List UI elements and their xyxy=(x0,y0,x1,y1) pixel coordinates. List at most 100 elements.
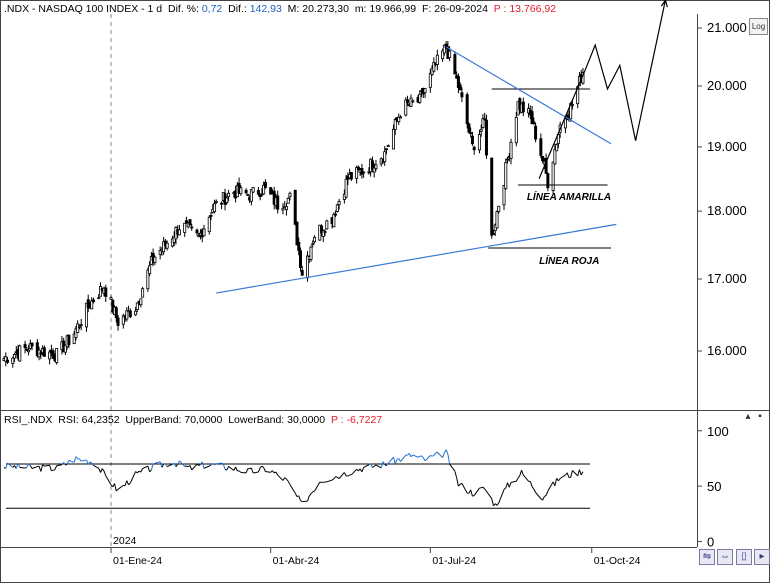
price-tick-label: 17.000 xyxy=(707,271,747,286)
rsi-segment xyxy=(287,480,291,485)
candle-body xyxy=(51,350,55,359)
candle-body xyxy=(195,229,199,234)
candle-body xyxy=(349,172,353,180)
candle-body xyxy=(74,328,78,339)
candle-body xyxy=(42,347,46,357)
candle-body xyxy=(521,101,525,113)
candle-body xyxy=(165,242,169,249)
candle-body xyxy=(418,93,422,103)
rsi-segment xyxy=(124,480,128,486)
layout-icon[interactable]: ▯ xyxy=(736,549,752,565)
log-scale-button[interactable]: Log xyxy=(749,18,768,35)
rsi-segment xyxy=(128,482,131,486)
candle-body xyxy=(456,76,460,88)
rsi-segment xyxy=(343,472,347,477)
rsi-segment xyxy=(136,470,140,474)
candle-body xyxy=(184,220,188,224)
rsi-segment xyxy=(559,474,566,479)
rsi-segment xyxy=(150,463,154,471)
candle-body xyxy=(467,123,471,133)
low-label: m: 19.966,99 xyxy=(354,3,417,15)
rsi-segment xyxy=(154,461,161,464)
rsi-segment xyxy=(472,495,475,497)
rsi-segment xyxy=(410,454,414,458)
rsi-segment xyxy=(44,464,50,467)
rsi-segment xyxy=(257,467,261,473)
zoom-in-icon[interactable]: ⇔ xyxy=(717,549,733,565)
price-tick-label: 18.000 xyxy=(707,203,747,218)
price-label: P : 13.766,92 xyxy=(493,3,557,15)
rsi-segment xyxy=(216,462,222,465)
rsi-segment xyxy=(221,462,224,465)
rsi-segment xyxy=(361,467,365,473)
rsi-segment xyxy=(186,465,189,468)
rsi-segment xyxy=(557,478,561,482)
rsi-segment xyxy=(159,461,163,468)
rsi-segment xyxy=(289,484,296,494)
rsi-segment xyxy=(89,461,92,464)
rsi-segment xyxy=(382,461,386,465)
rsi-segment xyxy=(275,471,279,476)
rsi-segment xyxy=(228,466,235,471)
rsi-segment xyxy=(473,487,480,496)
rsi-segment xyxy=(238,470,242,473)
candle-body xyxy=(428,73,432,88)
candle-body xyxy=(553,148,557,165)
rsi-segment xyxy=(81,459,87,462)
candle-body xyxy=(383,151,387,162)
rsi-segment xyxy=(161,464,165,468)
rsi-segment xyxy=(209,464,212,467)
zoom-out-icon[interactable]: ⇋ xyxy=(699,549,715,565)
candle-body xyxy=(541,155,545,162)
candle-body xyxy=(293,189,297,225)
rsi-segment xyxy=(49,465,52,471)
candle-body xyxy=(399,116,403,119)
candle-body xyxy=(497,205,501,212)
candle-body xyxy=(404,99,408,116)
rsi-segment xyxy=(75,456,79,460)
candle-body xyxy=(249,189,253,202)
candle-body xyxy=(432,62,436,72)
rsi-segment xyxy=(392,457,396,464)
pan-icon[interactable]: ▸ xyxy=(754,549,770,565)
candle-body xyxy=(483,118,487,121)
candle-body xyxy=(139,298,143,306)
candle-body xyxy=(406,99,410,104)
candle-body xyxy=(183,222,187,233)
candle-body xyxy=(30,342,34,347)
candle-body xyxy=(372,167,376,173)
rsi-segment xyxy=(577,469,580,477)
rsi-segment xyxy=(400,454,407,462)
rsi-segment xyxy=(515,477,519,482)
rsi-segment xyxy=(117,484,124,490)
rsi-segment xyxy=(259,465,263,469)
candle-body xyxy=(262,184,266,195)
rsi-segment xyxy=(29,465,33,469)
rsi-value: RSI: 64,2352 xyxy=(58,414,120,426)
rsi-segment xyxy=(347,474,350,477)
candle-body xyxy=(435,54,439,65)
candle-body xyxy=(197,235,201,238)
rsi-segment xyxy=(572,470,579,477)
rsi-segment xyxy=(544,495,547,497)
minimize-icon[interactable]: ▴ xyxy=(745,411,751,422)
rsi-segment xyxy=(5,462,8,469)
rsi-segment xyxy=(421,455,424,459)
candle-body xyxy=(444,43,448,49)
rsi-segment xyxy=(149,469,152,473)
candle-body xyxy=(477,134,481,151)
rsi-segment xyxy=(203,465,210,469)
rsi-segment xyxy=(433,452,437,456)
rsi-header: RSI_.NDX RSI: 64,2352 UpperBand: 70,0000… xyxy=(4,414,382,426)
rsi-segment xyxy=(302,500,308,503)
rsi-segment xyxy=(417,455,421,458)
rsi-segment xyxy=(338,472,345,479)
close-panel-icon[interactable]: ▪ xyxy=(758,411,762,422)
rsi-segment xyxy=(578,469,582,476)
candle-body xyxy=(90,300,94,310)
rsi-segment xyxy=(335,476,338,478)
rsi-segment xyxy=(163,462,166,465)
rsi-segment xyxy=(356,468,359,472)
candle-body xyxy=(91,299,95,303)
